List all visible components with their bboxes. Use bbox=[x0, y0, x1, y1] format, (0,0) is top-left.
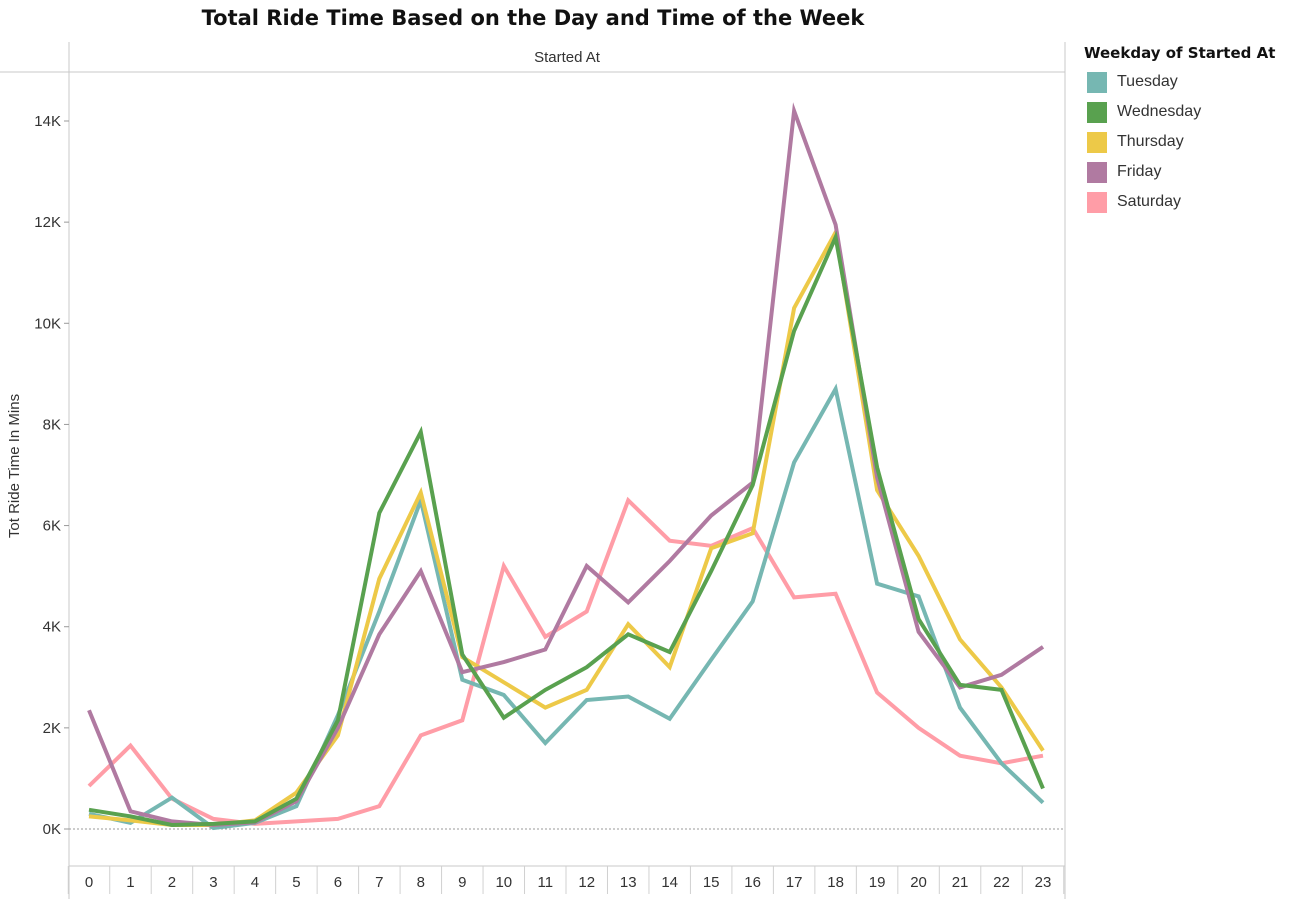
x-tick-label: 12 bbox=[578, 874, 595, 891]
y-tick-label: 14K bbox=[34, 113, 61, 130]
x-tick-label: 23 bbox=[1035, 874, 1052, 891]
x-tick-label: 2 bbox=[168, 874, 176, 891]
x-tick-label: 5 bbox=[292, 874, 300, 891]
series-line-wednesday bbox=[88, 230, 1045, 828]
chart-frame bbox=[0, 42, 1066, 899]
x-tick-label: 19 bbox=[869, 874, 886, 891]
x-tick-label: 14 bbox=[661, 874, 678, 891]
x-tick-label: 18 bbox=[827, 874, 844, 891]
x-tick-label: 0 bbox=[85, 874, 93, 891]
x-tick-label: 16 bbox=[744, 874, 761, 891]
y-tick-label: 10K bbox=[34, 315, 61, 332]
legend-title: Weekday of Started At bbox=[1084, 44, 1276, 62]
column-header: Started At bbox=[534, 49, 601, 66]
legend: Weekday of Started At Tuesday Wednesday Th… bbox=[1084, 44, 1289, 217]
legend-item-friday[interactable]: Friday bbox=[1084, 157, 1289, 187]
y-tick-label: 4K bbox=[43, 619, 61, 636]
x-tick-label: 3 bbox=[209, 874, 217, 891]
series-line-thursday bbox=[88, 226, 1045, 827]
legend-label: Saturday bbox=[1117, 193, 1182, 210]
x-tick-label: 15 bbox=[703, 874, 720, 891]
x-tick-label: 13 bbox=[620, 874, 637, 891]
x-tick-label: 10 bbox=[495, 874, 512, 891]
x-tick-label: 1 bbox=[126, 874, 134, 891]
x-tick-label: 17 bbox=[786, 874, 803, 891]
x-tick-label: 22 bbox=[993, 874, 1010, 891]
x-tick-label: 4 bbox=[251, 874, 259, 891]
legend-item-tuesday[interactable]: Tuesday bbox=[1084, 67, 1289, 97]
x-tick-label: 8 bbox=[417, 874, 425, 891]
legend-swatch bbox=[1087, 191, 1107, 213]
legend-swatch bbox=[1087, 101, 1107, 123]
legend-item-thursday[interactable]: Thursday bbox=[1084, 127, 1289, 157]
x-tick-label: 6 bbox=[334, 874, 342, 891]
y-tick-label: 8K bbox=[43, 416, 61, 433]
x-tick-label: 21 bbox=[952, 874, 969, 891]
legend-item-wednesday[interactable]: Wednesday bbox=[1084, 97, 1289, 127]
series-line-friday bbox=[87, 102, 1045, 828]
y-axis-label: Tot Ride Time In Mins bbox=[6, 394, 23, 538]
legend-label: Wednesday bbox=[1117, 103, 1202, 120]
legend-label: Tuesday bbox=[1117, 73, 1178, 90]
chart-title: Total Ride Time Based on the Day and Tim… bbox=[202, 6, 866, 30]
legend-swatch bbox=[1087, 131, 1107, 153]
x-tick-label: 20 bbox=[910, 874, 927, 891]
legend-swatch bbox=[1087, 161, 1107, 183]
y-axis: 0K 2K 4K 6K 8K 10K 12K 14K bbox=[34, 113, 69, 838]
legend-swatch bbox=[1087, 71, 1107, 93]
y-tick-label: 6K bbox=[43, 518, 61, 535]
y-tick-label: 12K bbox=[34, 214, 61, 231]
legend-list: Tuesday Wednesday Thursday Friday Saturday bbox=[1084, 67, 1289, 217]
series-layer bbox=[87, 102, 1045, 831]
x-tick-label: 7 bbox=[375, 874, 383, 891]
x-axis: 0 1 2 3 4 5 6 7 8 9 10 11 12 13 14 15 16 17 18 19 20 21 22 23 bbox=[67, 866, 1065, 894]
y-tick-label: 0K bbox=[43, 821, 61, 838]
legend-label: Thursday bbox=[1117, 133, 1184, 150]
legend-label: Friday bbox=[1117, 163, 1162, 180]
legend-item-saturday[interactable]: Saturday bbox=[1084, 187, 1289, 217]
x-tick-label: 11 bbox=[537, 874, 553, 891]
y-tick-label: 2K bbox=[43, 720, 61, 737]
x-tick-label: 9 bbox=[458, 874, 466, 891]
